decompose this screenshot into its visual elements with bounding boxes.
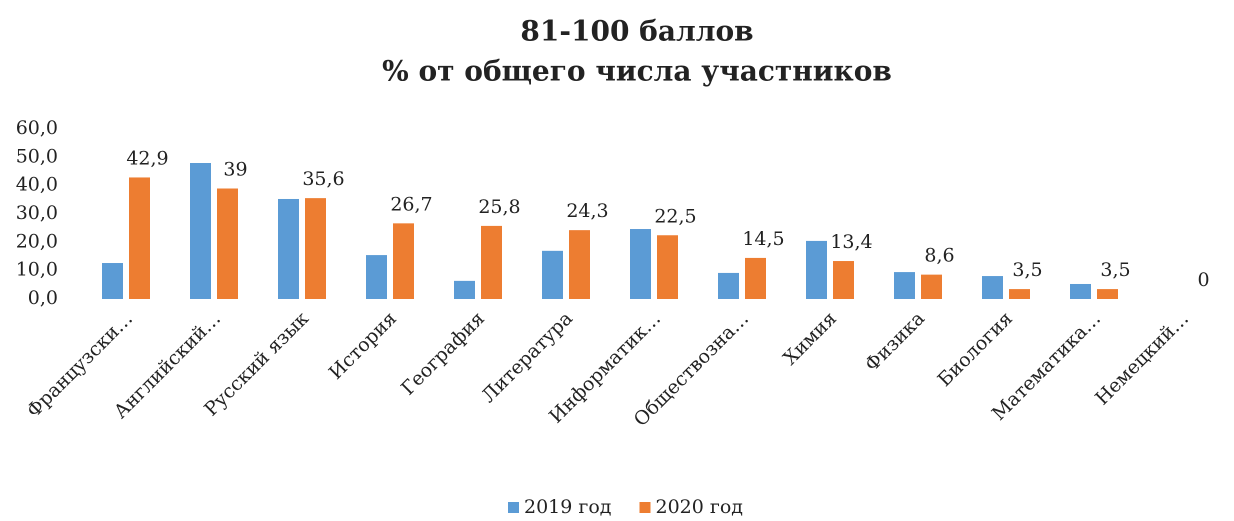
bar	[102, 263, 123, 299]
x-tick-label: Химия	[779, 308, 841, 370]
bar	[894, 272, 915, 299]
x-tick-label: История	[325, 308, 401, 384]
bar	[366, 255, 387, 299]
y-tick-label: 60,0	[16, 117, 58, 139]
x-tick-label: География	[397, 308, 489, 400]
bar	[305, 198, 326, 299]
bar	[217, 188, 238, 299]
y-tick-label: 30,0	[16, 202, 58, 224]
value-label: 13,4	[830, 231, 872, 253]
legend-swatch	[508, 502, 519, 513]
bar	[481, 225, 502, 299]
bar	[657, 235, 678, 299]
value-label: 8,6	[924, 245, 954, 267]
bar	[569, 230, 590, 299]
value-label: 39	[223, 159, 247, 181]
bar	[129, 177, 150, 299]
y-tick-label: 0,0	[28, 287, 58, 309]
value-label: 0	[1197, 269, 1209, 291]
bar	[718, 272, 739, 299]
value-label: 22,5	[654, 205, 696, 227]
bar	[278, 198, 299, 299]
bar	[806, 240, 827, 299]
bar	[1009, 289, 1030, 299]
bar	[982, 276, 1003, 299]
value-label: 35,6	[302, 168, 344, 190]
x-tick-label: Литература	[477, 308, 577, 408]
bar	[1070, 283, 1091, 299]
y-tick-label: 20,0	[16, 230, 58, 252]
bar	[190, 163, 211, 299]
value-label: 42,9	[126, 147, 168, 169]
bar	[542, 250, 563, 299]
bar	[921, 274, 942, 299]
x-tick-label: Немецкий…	[1091, 308, 1193, 410]
chart-subtitle: % от общего числа участников	[382, 55, 892, 88]
value-label: 3,5	[1100, 259, 1130, 281]
bar	[745, 257, 766, 299]
bar	[1097, 289, 1118, 299]
legend-swatch	[639, 502, 651, 513]
legend-label: 2020 год	[656, 496, 744, 518]
bar	[630, 229, 651, 299]
value-label: 24,3	[566, 200, 608, 222]
chart-title: 81-100 баллов	[520, 15, 753, 48]
y-tick-label: 50,0	[16, 145, 58, 167]
y-tick-label: 10,0	[16, 259, 58, 281]
bar	[393, 223, 414, 299]
x-tick-label: Биология	[933, 308, 1017, 392]
value-label: 3,5	[1012, 259, 1042, 281]
legend-label: 2019 год	[524, 496, 612, 518]
bar	[454, 280, 475, 299]
value-label: 26,7	[390, 193, 432, 215]
value-label: 25,8	[478, 196, 520, 218]
y-tick-label: 40,0	[16, 174, 58, 196]
x-tick-label: Физика	[861, 308, 929, 376]
bar	[833, 261, 854, 299]
value-label: 14,5	[742, 228, 784, 250]
